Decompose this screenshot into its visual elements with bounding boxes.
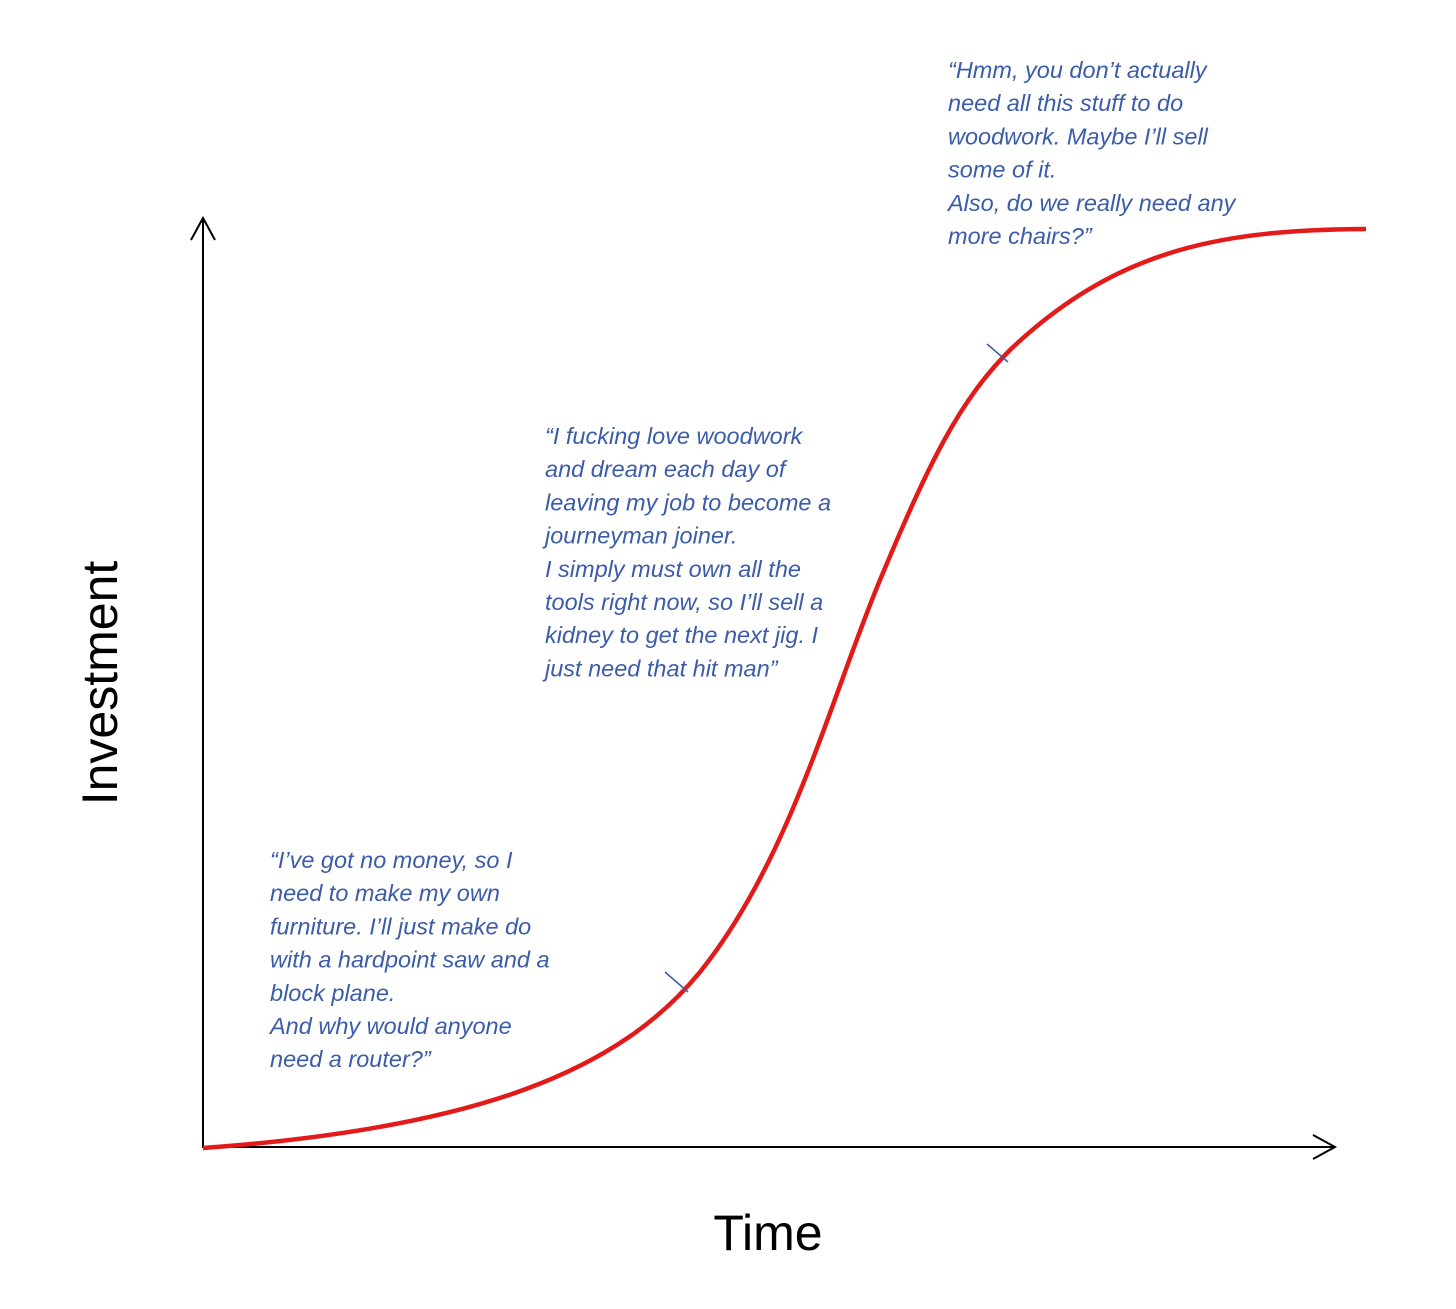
annotation-line: journeyman joiner. [542,523,737,549]
annotation-line: with a hardpoint saw and a [270,947,550,973]
annotation-line: more chairs?” [948,223,1093,249]
annotation-line: I simply must own all the [545,556,801,582]
annotation-line: need to make my own [270,880,500,906]
callout-tick [664,971,689,993]
y-axis-label: Investment [72,561,128,806]
annotation-line: “I’ve got no money, so I [270,847,513,873]
annotation-line: furniture. I’ll just make do [270,913,531,939]
annotation-line: “Hmm, you don’t actually [948,57,1208,83]
annotation-line: need a router?” [270,1046,432,1072]
annotation-line: need all this stuff to do [948,90,1183,116]
callout-tick [986,343,1009,363]
annotation-line: block plane. [270,980,395,1006]
annotation-line: And why would anyone [268,1013,512,1039]
y-axis-arrow [190,215,216,241]
annotation-line: some of it. [948,157,1056,183]
annotation-line: just need that hit man” [542,655,779,681]
annotation-line: leaving my job to become a [545,489,831,515]
s-curve [202,226,1367,1151]
x-axis-label: Time [713,1205,822,1261]
annotation-line: and dream each day of [545,456,788,482]
annotation-line: tools right now, so I’ll sell a [545,589,823,615]
x-axis-arrow [1312,1134,1338,1160]
annotations: “Hmm, you don’t actually need all this st… [268,57,1237,1072]
annotation-line: woodwork. Maybe I’ll sell [948,123,1209,149]
annotation-line: kidney to get the next jig. I [545,622,818,648]
annotation-line: “I fucking love woodwork [545,423,804,449]
annotation-line: Also, do we really need any [946,190,1237,216]
